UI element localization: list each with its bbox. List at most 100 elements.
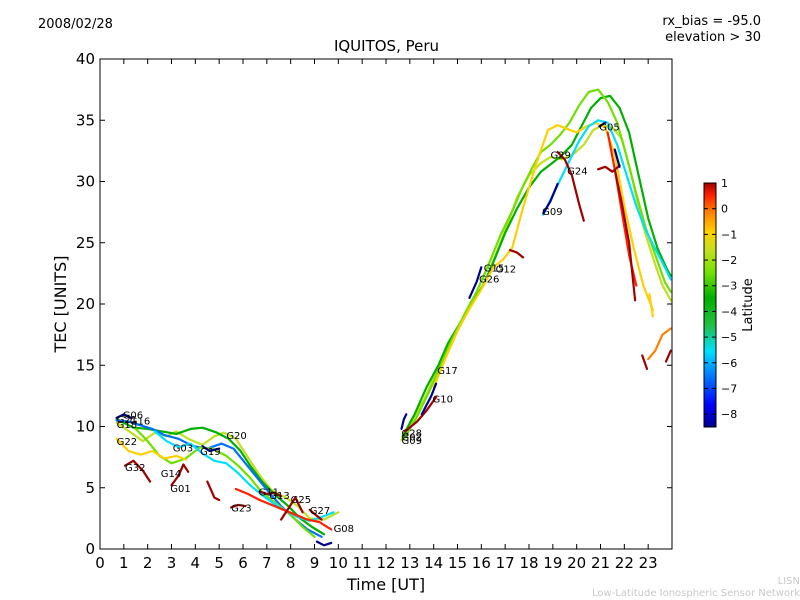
series-line-13 <box>308 508 323 521</box>
x-tick-label: 11 <box>353 554 372 572</box>
series-line-28 <box>613 168 637 302</box>
satellite-label: G10 <box>432 394 452 405</box>
x-tick-label: 9 <box>310 554 320 572</box>
plot-frame <box>99 58 673 550</box>
series-line-5 <box>115 437 187 461</box>
series-line-34 <box>542 182 559 215</box>
x-tick-label: 1 <box>119 554 129 572</box>
date-label: 2008/02/28 <box>38 17 113 32</box>
satellite-label: G32 <box>125 463 145 474</box>
x-tick-label: 18 <box>519 554 538 572</box>
satellite-label: G09 <box>401 436 421 447</box>
x-axis-label: Time [UT] <box>346 575 425 594</box>
x-tick-label: 19 <box>543 554 562 572</box>
satellite-label: G17 <box>437 366 457 377</box>
satellite-label: G13 <box>269 491 289 502</box>
series-line-25 <box>556 151 585 222</box>
chart-title: IQUITOS, Peru <box>333 37 440 55</box>
series-line-22 <box>542 119 672 281</box>
x-tick-label: 22 <box>615 554 634 572</box>
x-tick-label: 0 <box>95 554 105 572</box>
x-tick-label: 2 <box>143 554 153 572</box>
satellite-label: G29 <box>550 151 570 162</box>
satellite-label: G27 <box>310 506 330 517</box>
x-axis: 0 1 2 3 4 5 6 7 8 9 10 11 12 13 14 15 16 17 18 19 20 21 22 23 <box>95 59 658 572</box>
series-line-16 <box>115 413 133 419</box>
x-tick-label: 7 <box>262 554 272 572</box>
y-axis: 0 5 10 15 20 25 30 35 40 <box>76 50 672 558</box>
y-tick-label: 15 <box>76 356 95 374</box>
series-line-21 <box>432 121 655 389</box>
satellite-label: G05 <box>599 122 619 133</box>
series-line-26 <box>596 164 621 173</box>
y-tick-label: 0 <box>85 540 95 558</box>
satellite-label: G09 <box>542 207 562 218</box>
series-line-29 <box>641 354 649 370</box>
satellite-label: G16 <box>130 416 150 427</box>
satellite-label: G21 <box>117 415 137 426</box>
y-tick-label: 35 <box>76 111 95 129</box>
colorbar-tick-label: −7 <box>721 382 737 395</box>
series-layer <box>115 88 672 547</box>
colorbar-tick-label: −3 <box>721 280 737 293</box>
x-tick-label: 4 <box>191 554 201 572</box>
x-tick-label: 15 <box>448 554 467 572</box>
credit-short: LISN <box>777 576 800 587</box>
x-tick-label: 17 <box>496 554 515 572</box>
series-line-23 <box>404 396 438 433</box>
colorbar-tick-label: −2 <box>721 254 737 267</box>
y-tick-label: 5 <box>85 479 95 497</box>
series-line-9 <box>206 480 221 502</box>
y-axis-label: TEC [UNITS] <box>51 256 70 354</box>
colorbar-tick-label: −6 <box>721 357 737 370</box>
series-line-10 <box>230 503 247 509</box>
x-tick-label: 13 <box>400 554 419 572</box>
colorbar-tick-label: −5 <box>721 331 737 344</box>
satellite-label: G25 <box>291 495 311 506</box>
satellite-label: G26 <box>479 274 499 285</box>
series-line-36 <box>613 148 621 168</box>
satellite-label: G12 <box>496 264 516 275</box>
y-tick-label: 20 <box>76 295 95 313</box>
satellite-label: G06 <box>123 410 143 421</box>
series-line-8 <box>170 463 190 487</box>
satellite-label: G02 <box>401 432 421 443</box>
satellite-label: G19 <box>200 447 220 458</box>
series-line-31 <box>664 349 672 363</box>
x-tick-label: 12 <box>376 554 395 572</box>
x-tick-label: 5 <box>214 554 224 572</box>
elevation-label: elevation > 30 <box>665 30 761 45</box>
colorbar-tick-label: −4 <box>721 305 737 318</box>
satellite-label: G28 <box>401 429 421 440</box>
series-line-7 <box>123 459 152 483</box>
satellite-label: G08 <box>334 524 354 535</box>
series-line-24 <box>508 249 525 259</box>
satellite-label: G03 <box>173 443 193 454</box>
satellite-label: G20 <box>226 431 246 442</box>
colorbar-tick-label: 0 <box>721 203 728 216</box>
satellite-label: G11 <box>258 487 278 498</box>
satellite-label: G24 <box>567 166 587 177</box>
series-line-17 <box>400 413 408 430</box>
x-tick-label: 10 <box>329 554 348 572</box>
series-line-19 <box>401 94 672 438</box>
y-tick-label: 30 <box>76 173 95 191</box>
satellite-label-layer: G06G16G21G18G22G32G03G14G01G19G20G23G11G… <box>117 122 620 535</box>
x-tick-label: 23 <box>639 554 658 572</box>
x-tick-label: 6 <box>238 554 248 572</box>
x-tick-label: 20 <box>567 554 586 572</box>
satellite-label: G14 <box>161 469 181 480</box>
series-line-35 <box>598 121 607 128</box>
series-line-6 <box>234 487 333 531</box>
colorbar-tick-label: −1 <box>721 228 737 241</box>
credit-long: Low-Latitude Ionospheric Sensor Network <box>592 588 800 599</box>
rx-bias-label: rx_bias = -95.0 <box>662 14 761 29</box>
x-tick-label: 14 <box>424 554 443 572</box>
satellite-label: G18 <box>117 420 137 431</box>
series-line-37 <box>648 293 655 318</box>
colorbar-tick-label: −8 <box>721 408 737 421</box>
y-tick-label: 10 <box>76 418 95 436</box>
x-tick-label: 8 <box>286 554 296 572</box>
series-line-11 <box>258 490 283 498</box>
